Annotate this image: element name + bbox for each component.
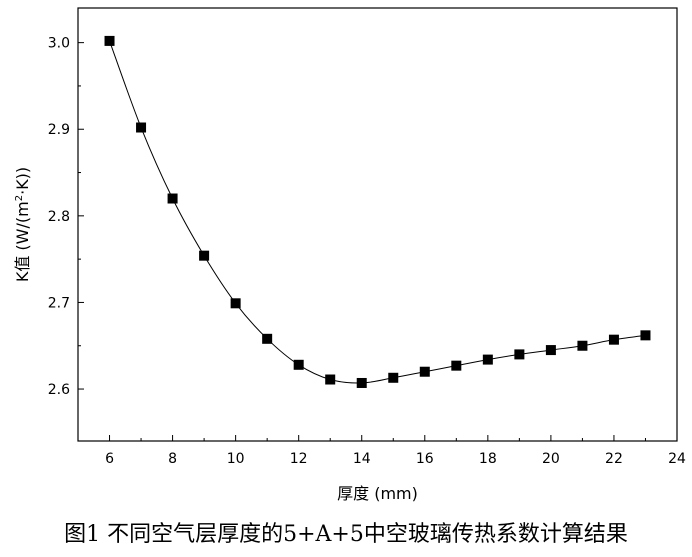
- data-point: [167, 193, 178, 204]
- data-point: [199, 250, 210, 261]
- data-point: [482, 354, 493, 365]
- x-tick-label: 18: [479, 451, 497, 467]
- x-tick-label: 12: [290, 451, 308, 467]
- data-point: [356, 377, 367, 388]
- data-point: [419, 366, 430, 377]
- x-tick-label: 6: [105, 451, 114, 467]
- y-tick-label: 2.7: [48, 295, 70, 311]
- x-axis-title: 厚度 (mm): [337, 484, 418, 503]
- data-point: [136, 122, 147, 133]
- ticks-layer: 6 8 10 12 14 16 18 20 22 24 2.6 2.7 2.8 2.9 3.0: [48, 36, 686, 467]
- x-tick-label: 10: [227, 451, 245, 467]
- data-point: [262, 333, 273, 344]
- y-tick-label: 2.6: [48, 382, 70, 398]
- plot-frame: [77, 7, 678, 442]
- x-tick-label: 14: [353, 451, 371, 467]
- figure-caption: 图1 不同空气层厚度的5+A+5中空玻璃传热系数计算结果: [64, 522, 628, 547]
- data-point: [104, 35, 115, 46]
- data-point: [640, 330, 651, 341]
- data-point: [577, 340, 588, 351]
- data-point: [608, 334, 619, 345]
- points-layer: [104, 35, 651, 388]
- series-line: [109, 40, 646, 384]
- data-point: [325, 374, 336, 385]
- y-axis-title-sup: 2: [14, 195, 25, 201]
- data-point: [230, 298, 241, 309]
- y-tick-label: 2.9: [48, 122, 70, 138]
- y-tick-label: 3.0: [48, 36, 70, 52]
- y-axis-title: K值 (W/(m2·K)): [13, 167, 32, 282]
- data-point: [293, 359, 304, 370]
- data-point: [545, 345, 556, 356]
- x-tick-label: 22: [605, 451, 623, 467]
- data-point: [388, 372, 399, 383]
- data-point: [451, 360, 462, 371]
- y-axis-title-tail: ·K)): [13, 167, 32, 195]
- y-tick-label: 2.8: [48, 209, 70, 225]
- y-axis-title-main: K值 (W/(m: [13, 201, 32, 282]
- x-tick-label: 24: [668, 451, 686, 467]
- x-tick-label: 20: [542, 451, 560, 467]
- data-point: [514, 349, 525, 360]
- x-tick-label: 16: [416, 451, 434, 467]
- x-tick-label: 8: [168, 451, 177, 467]
